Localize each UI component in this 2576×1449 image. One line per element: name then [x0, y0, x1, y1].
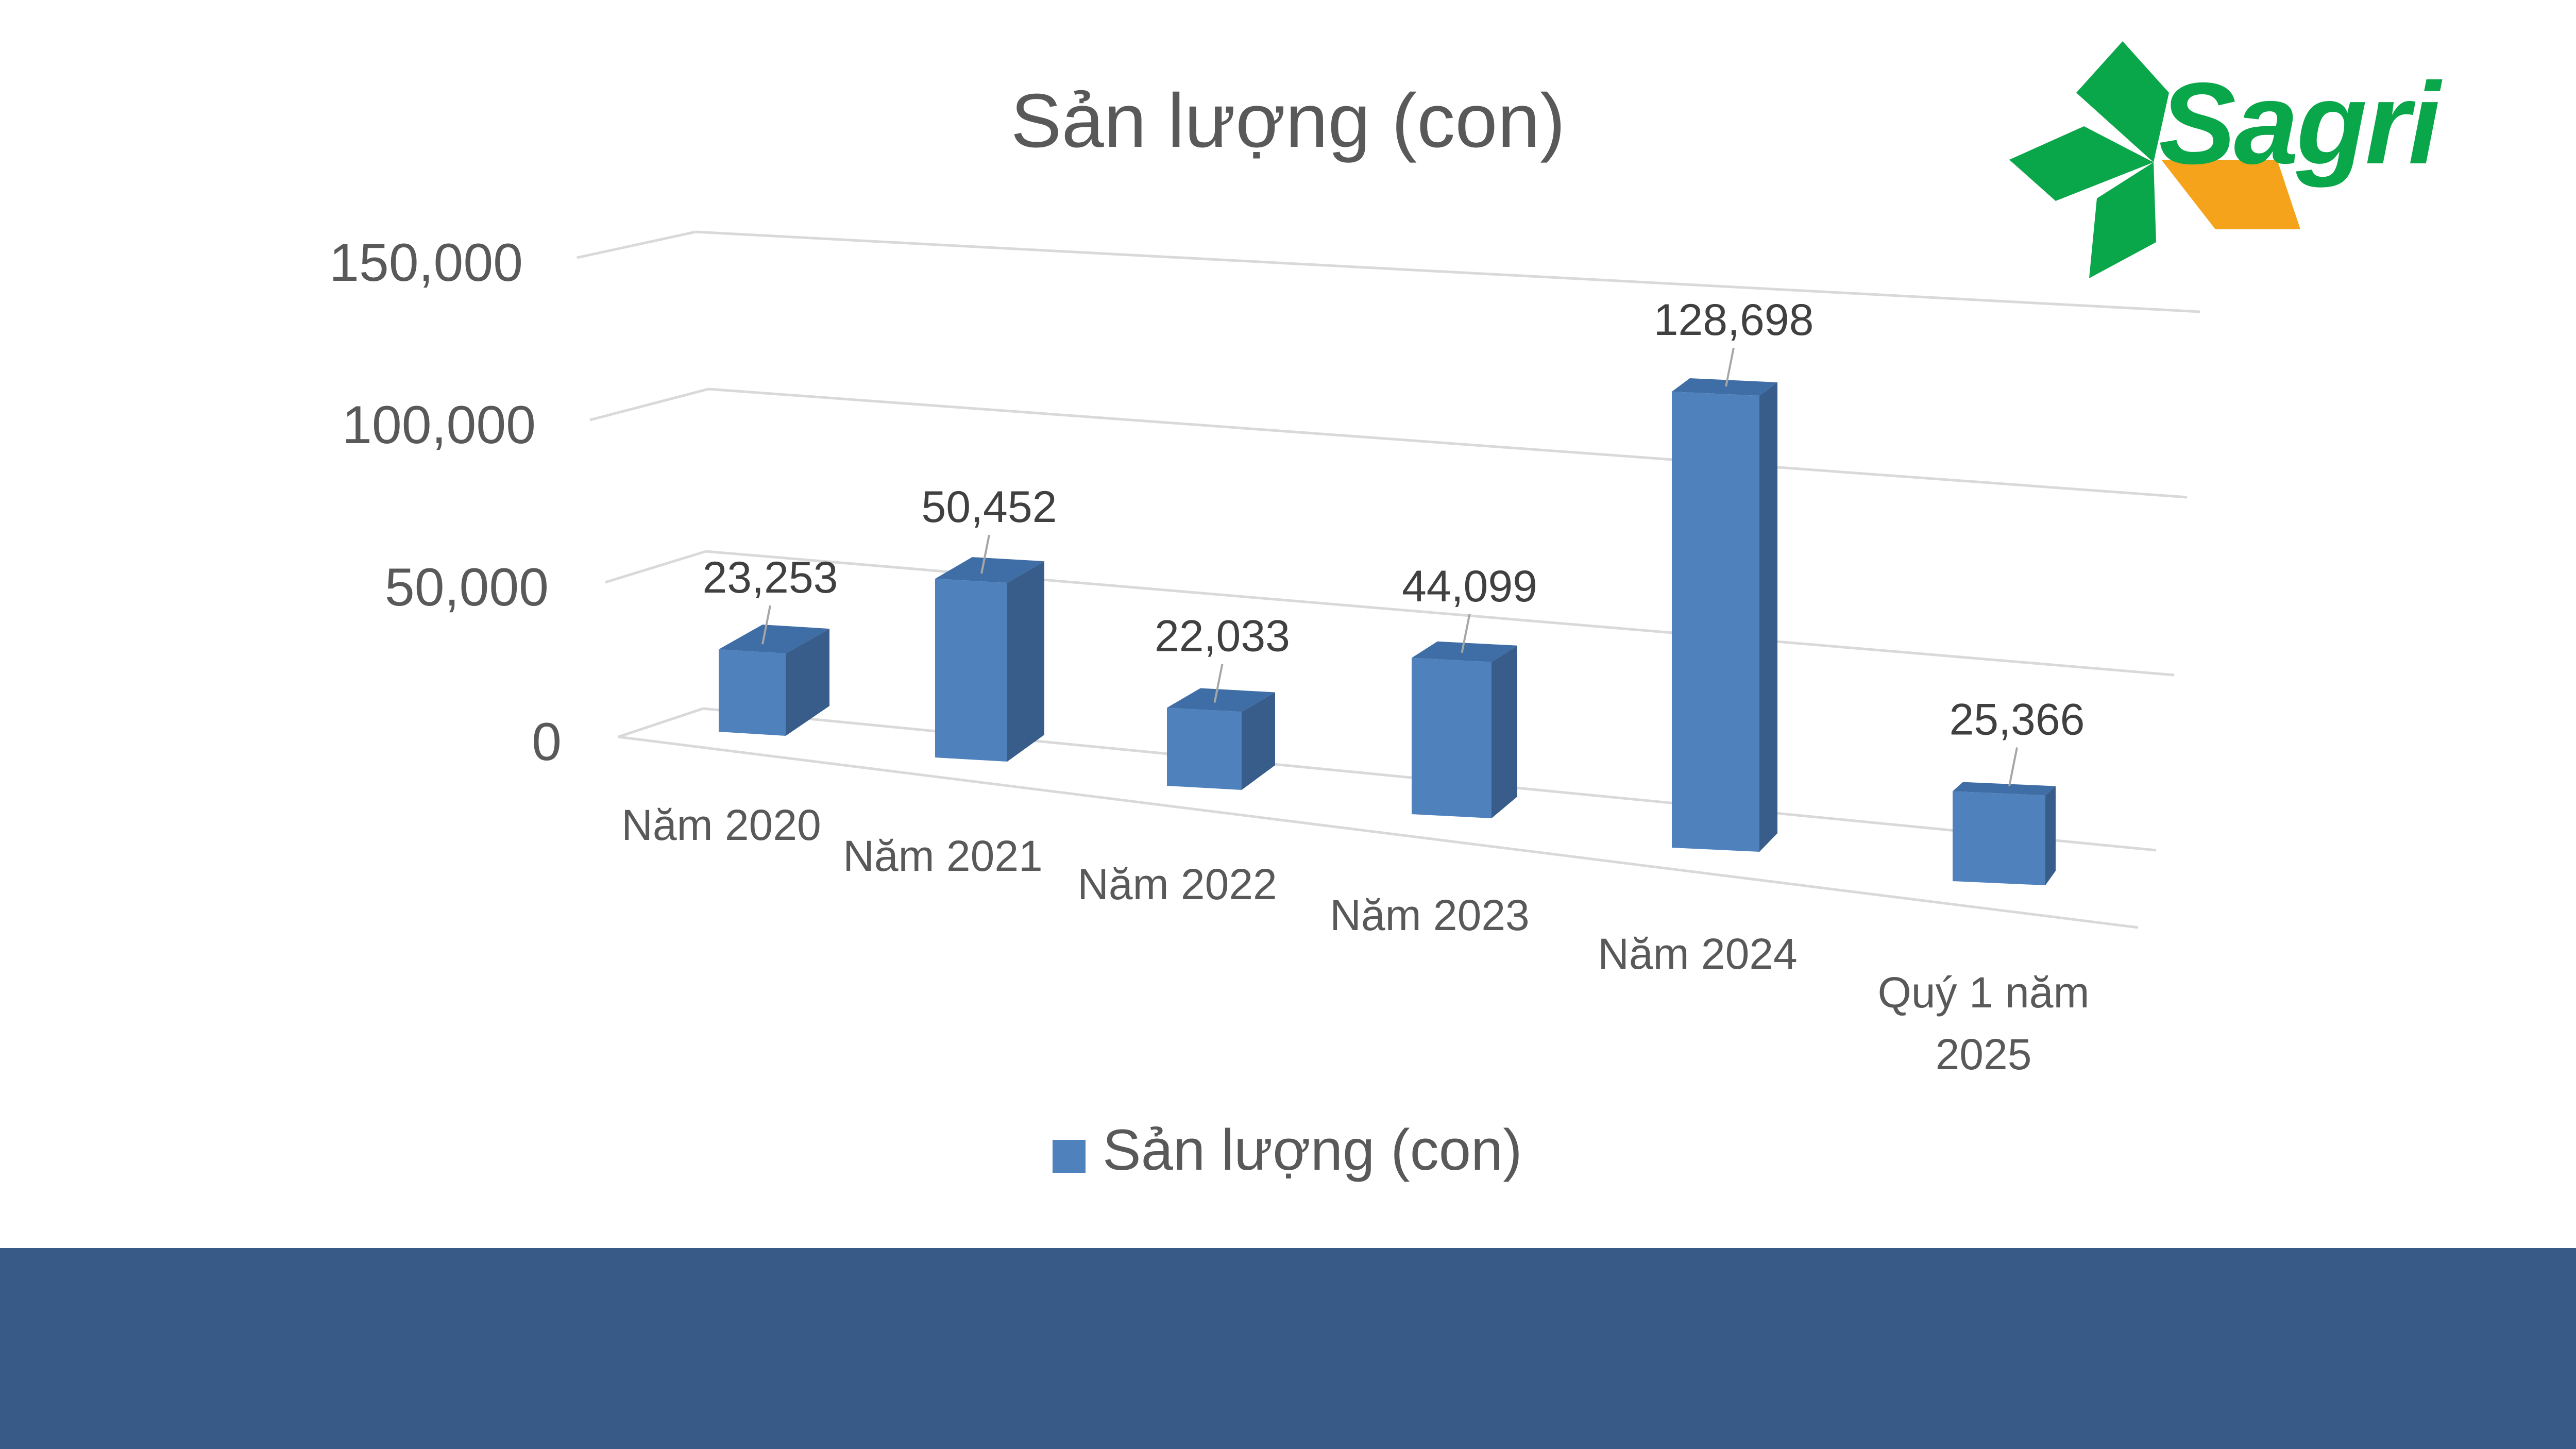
gridline	[708, 387, 2188, 499]
logo-petal-top	[2076, 41, 2169, 162]
bar-top	[719, 625, 829, 654]
bar-front	[719, 649, 786, 736]
gridline	[695, 230, 2200, 313]
data-label-leader	[2008, 747, 2018, 786]
data-label: 25,366	[1949, 695, 2084, 745]
data-label: 50,452	[921, 482, 1057, 532]
sagri-logo-text: Sagri	[2159, 58, 2441, 188]
bar-front	[1953, 791, 2045, 885]
legend: Sản lượng (con)	[1053, 1118, 1522, 1182]
data-label: 23,253	[702, 553, 838, 602]
x-axis-labels: Năm 2020 Năm 2021 Năm 2022 Năm 2023 Năm 2024…	[621, 801, 2089, 1079]
chart: Sản lượng (con) 0 50,000 100,000 150,000 23…	[329, 78, 2200, 1182]
data-label-leader	[1213, 664, 1224, 703]
data-label-leader	[980, 534, 990, 574]
bar-front	[1672, 392, 1759, 852]
gridline-bevel	[605, 550, 706, 584]
logo-petal-bottom	[2089, 162, 2156, 278]
data-label: 22,033	[1155, 611, 1290, 661]
y-tick-label: 0	[532, 712, 562, 772]
gridline-bevel	[577, 230, 696, 259]
legend-swatch	[1053, 1140, 1086, 1173]
floor-edge	[618, 735, 2139, 929]
bar-side	[786, 629, 829, 736]
bars	[719, 378, 2056, 885]
logo-petal-orange	[2161, 160, 2300, 229]
y-axis-ticks: 0 50,000 100,000 150,000	[329, 233, 562, 772]
data-labels: 23,253 50,452 22,033 44,099 128,698 25,366	[702, 295, 2085, 786]
bar-side	[2045, 786, 2056, 885]
bar-top	[1412, 641, 1517, 662]
x-tick-label: Năm 2023	[1330, 891, 1530, 939]
x-tick-label: Năm 2020	[621, 801, 821, 849]
sagri-logo-mark	[2009, 41, 2300, 278]
bar-front	[935, 579, 1007, 762]
logo-petal-left	[2009, 126, 2154, 201]
bar-top	[1167, 688, 1275, 712]
bar-side	[1759, 382, 1777, 852]
sagri-logo: Sagri	[1999, 31, 2473, 289]
gridline-bevel	[589, 387, 709, 422]
bar-top	[935, 557, 1044, 583]
data-label-leader	[1461, 614, 1471, 653]
bar-side	[1242, 692, 1275, 790]
bar-front	[1167, 707, 1242, 790]
bar-side	[1007, 561, 1044, 762]
y-tick-label: 150,000	[329, 233, 523, 293]
data-label: 128,698	[1654, 295, 1814, 345]
y-tick-label: 100,000	[342, 395, 536, 455]
data-label: 44,099	[1402, 562, 1537, 611]
x-tick-label: Năm 2022	[1077, 860, 1277, 908]
bar-top	[1672, 378, 1777, 396]
data-label-leader	[761, 605, 771, 645]
x-tick-label: Năm 2021	[843, 832, 1043, 880]
bar-side	[1492, 645, 1517, 818]
legend-label: Sản lượng (con)	[1103, 1118, 1522, 1182]
data-label-leader	[1725, 347, 1735, 387]
x-tick-label: Quý 1 năm 2025	[1878, 968, 2090, 1079]
chart-title: Sản lượng (con)	[1011, 78, 1565, 163]
gridline-bevel	[618, 707, 704, 738]
x-tick-label: Năm 2024	[1598, 930, 1798, 978]
footer-band	[0, 1248, 2576, 1449]
y-tick-label: 50,000	[385, 558, 549, 617]
bar-top	[1953, 782, 2056, 796]
bar-front	[1412, 658, 1492, 818]
